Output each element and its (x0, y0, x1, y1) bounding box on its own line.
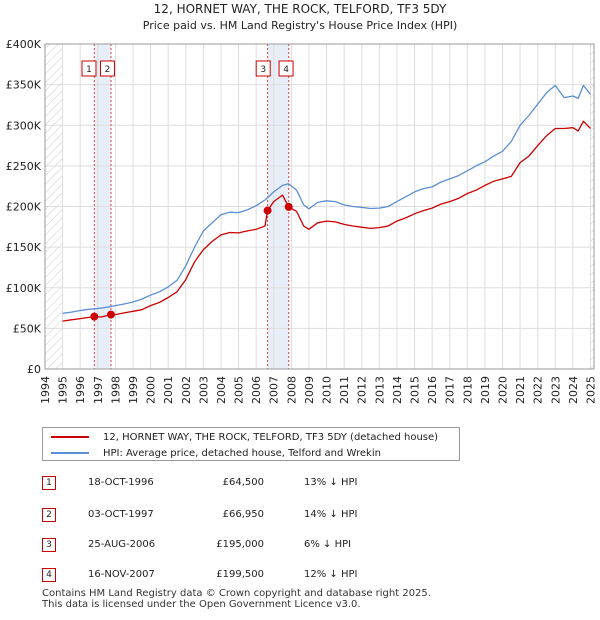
legend-label-hpi: HPI: Average price, detached house, Telf… (103, 447, 381, 459)
sale-label-box (255, 60, 271, 77)
y-tick-label: £50K (13, 322, 42, 335)
x-tick-label: 2024 (567, 376, 580, 404)
sale-date: 25-AUG-2006 (88, 539, 156, 550)
legend-entry-hpi: HPI: Average price, detached house, Telf… (51, 445, 381, 461)
x-tick-label: 2025 (585, 376, 598, 404)
x-tick-label: 2023 (549, 376, 562, 404)
sale-row: 2 03-OCT-1997 £66,950 14% ↓ HPI (42, 506, 462, 524)
sale-price: £66,950 (222, 509, 264, 520)
x-tick-label: 1995 (57, 376, 70, 404)
sale-hpi-diff: 14% ↓ HPI (304, 509, 358, 520)
x-tick-label: 1998 (109, 376, 122, 404)
sale-hpi-diff: 6% ↓ HPI (304, 539, 352, 550)
y-tick-label: £300K (6, 119, 42, 132)
sale-label-number: 1 (86, 65, 92, 75)
sale-label-box (278, 60, 294, 77)
property-series-line (62, 120, 591, 322)
sale-date: 16-NOV-2007 (88, 569, 155, 580)
sale-number-badge: 1 (42, 476, 56, 490)
copyright-footer: Contains HM Land Registry data © Crown c… (42, 588, 431, 610)
x-tick-label: 2014 (391, 376, 404, 404)
legend-swatch-hpi (51, 452, 89, 454)
x-tick-label: 1994 (39, 376, 52, 404)
sale-label-number: 2 (105, 65, 111, 75)
x-tick-label: 2008 (285, 376, 298, 404)
sale-label-box (99, 60, 115, 77)
sale-row: 3 25-AUG-2006 £195,000 6% ↓ HPI (42, 536, 462, 554)
sale-price: £195,000 (216, 539, 264, 550)
x-tick-label: 2011 (338, 376, 351, 404)
footer-line-1: Contains HM Land Registry data © Crown c… (42, 588, 431, 599)
legend-entry-property: 12, HORNET WAY, THE ROCK, TELFORD, TF3 5… (51, 429, 438, 445)
x-tick-label: 2022 (532, 376, 545, 404)
x-tick-label: 2019 (479, 376, 492, 404)
y-tick-label: £250K (6, 160, 42, 173)
footer-line-2: This data is licensed under the Open Gov… (42, 599, 361, 610)
legend-swatch-property (51, 436, 89, 438)
sale-hpi-diff: 13% ↓ HPI (304, 477, 358, 488)
x-tick-label: 2006 (250, 376, 263, 404)
sale-label-box (81, 60, 97, 77)
sale-point (284, 202, 293, 211)
sale-label-number: 3 (260, 65, 266, 75)
chart-title: 12, HORNET WAY, THE ROCK, TELFORD, TF3 5… (154, 2, 447, 16)
sale-row: 4 16-NOV-2007 £199,500 12% ↓ HPI (42, 566, 462, 584)
sale-point (90, 312, 99, 321)
y-tick-label: £200K (6, 201, 42, 214)
x-tick-label: 2017 (444, 376, 457, 404)
sale-row: 1 18-OCT-1996 £64,500 13% ↓ HPI (42, 474, 462, 492)
x-tick-label: 2016 (426, 376, 439, 404)
x-tick-label: 2012 (356, 376, 369, 404)
x-tick-label: 1996 (74, 376, 87, 404)
legend-label-property: 12, HORNET WAY, THE ROCK, TELFORD, TF3 5… (103, 431, 439, 443)
chart-subtitle: Price paid vs. HM Land Registry's House … (143, 19, 458, 32)
y-tick-label: £0 (27, 363, 41, 376)
y-tick-label: £350K (6, 79, 42, 92)
sale-price: £199,500 (216, 569, 264, 580)
sale-date: 18-OCT-1996 (88, 477, 154, 488)
x-tick-label: 2005 (233, 376, 246, 404)
x-tick-label: 2015 (409, 376, 422, 404)
sale-label-number: 4 (283, 65, 289, 75)
x-tick-label: 2020 (497, 376, 510, 404)
sale-number-badge: 4 (42, 568, 56, 582)
x-tick-label: 2009 (303, 376, 316, 404)
x-tick-label: 2021 (514, 376, 527, 404)
x-tick-label: 2013 (373, 376, 386, 404)
y-tick-label: £400K (6, 38, 42, 51)
sale-hpi-diff: 12% ↓ HPI (304, 569, 358, 580)
y-tick-label: £100K (6, 282, 42, 295)
x-tick-label: 2001 (162, 376, 175, 404)
sale-price: £64,500 (222, 477, 264, 488)
sale-point (106, 310, 115, 319)
x-tick-label: 1999 (127, 376, 140, 404)
chart-legend: 12, HORNET WAY, THE ROCK, TELFORD, TF3 5… (42, 427, 460, 461)
x-tick-label: 2010 (321, 376, 334, 404)
x-tick-label: 2000 (145, 376, 158, 404)
x-tick-label: 2002 (180, 376, 193, 404)
x-tick-label: 2003 (197, 376, 210, 404)
x-tick-label: 2007 (268, 376, 281, 404)
sale-point (263, 206, 272, 215)
x-tick-label: 2004 (215, 376, 228, 404)
sale-number-badge: 2 (42, 508, 56, 522)
plot-frame (44, 43, 595, 370)
hpi-series-line (62, 84, 592, 314)
y-tick-label: £150K (6, 241, 42, 254)
x-tick-label: 1997 (92, 376, 105, 404)
x-tick-label: 2018 (461, 376, 474, 404)
price-chart: 12, HORNET WAY, THE ROCK, TELFORD, TF3 5… (6, 2, 598, 404)
sale-number-badge: 3 (42, 538, 56, 552)
sale-date: 03-OCT-1997 (88, 509, 154, 520)
